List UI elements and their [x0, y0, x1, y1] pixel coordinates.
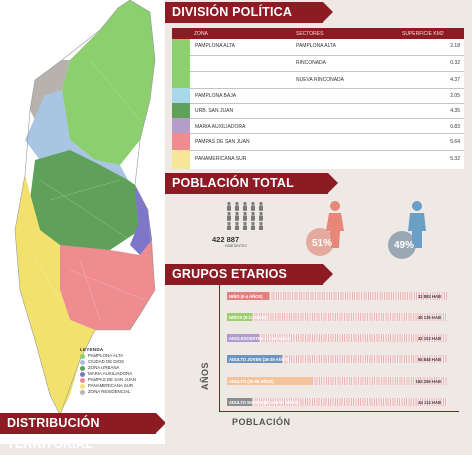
- age-bar-value: 46 135 HAB: [417, 314, 441, 320]
- row-sector: NUEVA RINCONADA: [296, 77, 344, 83]
- age-bar-value: 44 114 HAB: [418, 399, 441, 405]
- legend-label: MARIA AUXILIADORA: [88, 371, 133, 376]
- row-area: 4.37: [450, 77, 460, 83]
- row-zona: PAMPLONA BAJA: [195, 93, 237, 99]
- age-bar-label: ADOLESCENTES (12-17 AÑOS): [229, 335, 292, 341]
- age-bar-label: NIÑOS (5-11 AÑOS): [229, 314, 268, 320]
- territorial-title: DISTRIBUCIÓN TERRITORIAL: [7, 416, 100, 451]
- age-bar: ADULTO (30-59 AÑOS) 162 255 HAB: [227, 377, 447, 385]
- age-chart-y-axis: [219, 283, 220, 411]
- zone-color-panamericana: [172, 150, 190, 169]
- map-zone-maria-auxiliadora: [130, 185, 152, 255]
- zone-color-pamplona-baja: [172, 88, 190, 103]
- legend-item: ZONA URBANA: [80, 365, 136, 371]
- age-bar-value: 42 103 HAB: [417, 335, 441, 341]
- legend-label: ZONA RESIDENCIAL: [88, 389, 131, 394]
- population-title: POBLACIÓN TOTAL: [172, 176, 294, 190]
- age-bar: NIÑO (0-4 AÑOS) 32 892 HAB: [227, 292, 447, 300]
- people-icon: [227, 201, 263, 230]
- age-bar-value: 162 255 HAB: [415, 378, 441, 384]
- row-area: 5.64: [450, 139, 460, 145]
- legend-item: CIUDAD DE DIOS: [80, 359, 136, 365]
- map-legend: LEYENDA PAMPLONA ALTA CIUDAD DE DIOS ZONA …: [80, 347, 136, 395]
- row-zona: URB. SAN JUAN: [195, 108, 234, 114]
- territorial-map: LEYENDA PAMPLONA ALTA CIUDAD DE DIOS ZONA …: [0, 0, 165, 444]
- female-icon: [326, 201, 344, 248]
- map-zone-pampas: [60, 240, 155, 330]
- legend-swatch: [80, 377, 85, 383]
- map-streets: [29, 59, 146, 321]
- legend-swatch: [80, 383, 85, 389]
- legend-item: PAMPAS DE SAN JUAN: [80, 377, 136, 383]
- age-bar: NIÑOS (5-11 AÑOS) 46 135 HAB: [227, 313, 447, 321]
- age-bar-label: ADULTO JOVEN (18-29 AÑOS): [229, 356, 290, 362]
- population-unit: HABITANTES: [225, 244, 247, 248]
- row-area: 0.32: [450, 60, 460, 66]
- zone-color-pamplona-alta: [172, 39, 190, 88]
- age-bar-value: 32 892 HAB: [417, 293, 441, 299]
- map-zone-pamplona-alta: [62, 0, 155, 165]
- legend-swatch: [80, 371, 85, 377]
- zone-color-maria-aux: [172, 118, 190, 133]
- row-sector: PAMPLONA ALTA: [296, 43, 337, 49]
- male-circle: [388, 231, 416, 259]
- division-banner: DIVISIÓN POLÍTICA: [165, 2, 333, 23]
- table-header: ZONA SECTORES SUPERFICIE KM2: [172, 28, 464, 39]
- age-bar-label: ADULTO MAYOR (60 A MÁS AÑOS): [229, 399, 299, 405]
- age-bar: ADULTO JOVEN (18-29 AÑOS) 94 848 HAB: [227, 355, 447, 363]
- legend-item: PAMPLONA ALTA: [80, 353, 136, 359]
- row-zona: PANAMERICANA SUR: [195, 156, 247, 162]
- legend-swatch: [80, 365, 85, 371]
- male-icon: [408, 201, 426, 248]
- legend-title: LEYENDA: [80, 347, 104, 352]
- age-bar-label: ADULTO (30-59 AÑOS): [229, 378, 274, 384]
- row-area: 0.83: [450, 124, 460, 130]
- row-zona: PAMPAS DE SAN JUAN: [195, 139, 250, 145]
- row-area: 4.35: [450, 108, 460, 114]
- legend-label: CIUDAD DE DIOS: [88, 359, 125, 364]
- division-title: DIVISIÓN POLÍTICA: [172, 5, 293, 19]
- row-zona: PAMPLONA ALTA: [195, 43, 236, 49]
- territorial-banner: DISTRIBUCIÓN TERRITORIAL: [0, 413, 166, 451]
- age-bar-value: 94 848 HAB: [417, 356, 441, 362]
- legend-label: PANAMERICANA SUR: [88, 383, 134, 388]
- x-axis-label: POBLACIÓN: [232, 417, 291, 427]
- population-banner: POBLACIÓN TOTAL: [165, 173, 338, 194]
- legend-item: MARIA AUXILIADORA: [80, 371, 136, 377]
- division-table: [172, 39, 464, 169]
- legend-swatch: [80, 353, 85, 359]
- female-percentage: 51%: [312, 238, 333, 249]
- map-zone-panamericana: [15, 175, 95, 415]
- header-zona: ZONA: [194, 31, 208, 37]
- age-chart-x-axis: [219, 411, 459, 412]
- zone-color-pampas: [172, 133, 190, 150]
- header-superficie: SUPERFICIE KM2: [402, 31, 444, 37]
- legend-label: PAMPAS DE SAN JUAN: [88, 377, 136, 382]
- population-total: 422 887: [212, 235, 240, 244]
- zone-color-san-juan: [172, 103, 190, 118]
- age-bar: ADOLESCENTES (12-17 AÑOS) 42 103 HAB: [227, 334, 447, 342]
- male-percentage: 49%: [394, 240, 415, 251]
- age-bar-label: NIÑO (0-4 AÑOS): [229, 293, 263, 299]
- header-sectores: SECTORES: [296, 31, 324, 37]
- row-area: 2.05: [450, 93, 460, 99]
- female-circle: [306, 228, 334, 256]
- legend-swatch: [80, 359, 85, 365]
- age-groups-title: GRUPOS ETARIOS: [172, 267, 288, 281]
- legend-item: PANAMERICANA SUR: [80, 383, 136, 389]
- row-area: 2.18: [450, 43, 460, 49]
- map-zone-urbana: [30, 150, 140, 255]
- legend-label: PAMPLONA ALTA: [88, 353, 124, 358]
- row-sector: RINCONADA: [296, 60, 327, 66]
- legend-item: ZONA RESIDENCIAL: [80, 389, 136, 395]
- age-groups-banner: GRUPOS ETARIOS: [165, 264, 333, 285]
- district-map-graphic: [14, 0, 156, 416]
- row-zona: MARIA AUXILIADORA: [195, 124, 246, 130]
- legend-swatch: [80, 389, 85, 395]
- row-area: 5.32: [450, 156, 460, 162]
- age-bar: ADULTO MAYOR (60 A MÁS AÑOS) 44 114 HAB: [227, 398, 447, 406]
- legend-label: ZONA URBANA: [88, 365, 120, 370]
- y-axis-label: AÑOS: [200, 361, 210, 390]
